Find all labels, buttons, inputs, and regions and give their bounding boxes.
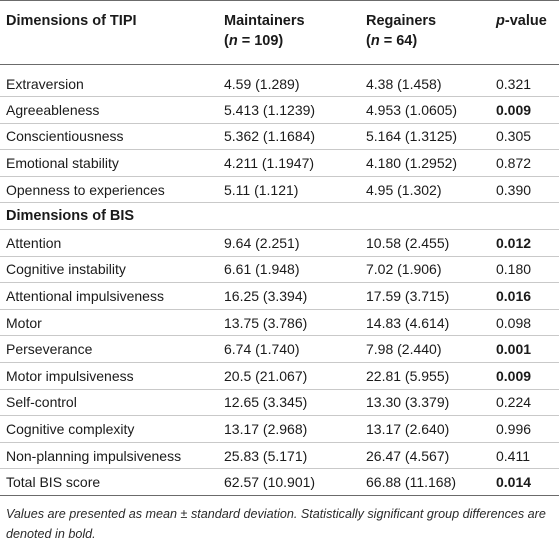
row-label: Attentional impulsiveness bbox=[6, 287, 164, 304]
regainers-value: 4.953 (1.0605) bbox=[366, 101, 458, 118]
row-label: Self-control bbox=[6, 394, 77, 411]
header-regainers-n: (n = 64) bbox=[366, 33, 418, 49]
row-label: Motor bbox=[6, 314, 42, 331]
p-value: 0.016 bbox=[496, 287, 532, 304]
row-label: Perseverance bbox=[6, 341, 93, 358]
regainers-value: 26.47 (4.567) bbox=[366, 447, 450, 464]
header-p-value: p-value bbox=[496, 13, 547, 29]
p-value: 0.012 bbox=[496, 234, 532, 251]
table-row: Non-planning impulsiveness 25.83 (5.171) 2… bbox=[0, 442, 559, 469]
maintainers-value: 13.75 (3.786) bbox=[224, 314, 308, 331]
maintainers-value: 4.211 (1.1947) bbox=[224, 154, 315, 171]
results-table: Dimensions of TIPI Maintainers (n = 109)… bbox=[0, 0, 559, 496]
table-row: Perseverance 6.74 (1.740) 7.98 (2.440) 0.00… bbox=[0, 336, 559, 363]
p-value: 0.009 bbox=[496, 367, 532, 384]
header-regainers: Regainers (n = 64) bbox=[360, 1, 496, 65]
row-label: Cognitive instability bbox=[6, 261, 126, 278]
maintainers-value: 5.413 (1.1239) bbox=[224, 101, 316, 118]
header-maintainers-n: (n = 109) bbox=[224, 33, 284, 49]
p-value: 0.390 bbox=[496, 181, 532, 198]
p-value: 0.996 bbox=[496, 420, 532, 437]
p-value: 0.098 bbox=[496, 314, 532, 331]
regainers-value: 17.59 (3.715) bbox=[366, 287, 450, 304]
row-label: Emotional stability bbox=[6, 154, 119, 171]
table-row: Cognitive complexity 13.17 (2.968) 13.17 (… bbox=[0, 416, 559, 443]
row-label: Extraversion bbox=[6, 75, 84, 92]
header-maintainers: Maintainers (n = 109) bbox=[218, 1, 360, 65]
table-row: Conscientiousness 5.362 (1.1684) 5.164 (1.… bbox=[0, 123, 559, 150]
table-row: Motor 13.75 (3.786) 14.83 (4.614) 0.098 bbox=[0, 309, 559, 336]
row-label: Motor impulsiveness bbox=[6, 367, 134, 384]
maintainers-value: 20.5 (21.067) bbox=[224, 367, 308, 384]
header-dimensions-tipi: Dimensions of TIPI bbox=[6, 13, 137, 29]
p-value: 0.180 bbox=[496, 261, 532, 278]
row-label: Total BIS score bbox=[6, 474, 101, 491]
header-maintainers-label: Maintainers bbox=[224, 13, 305, 29]
table-row: Extraversion 4.59 (1.289) 4.38 (1.458) 0.32… bbox=[0, 65, 559, 97]
table-row: Attentional impulsiveness 16.25 (3.394) 17… bbox=[0, 283, 559, 310]
p-value: 0.305 bbox=[496, 128, 532, 145]
row-label: Cognitive complexity bbox=[6, 420, 135, 437]
header-regainers-label: Regainers bbox=[366, 13, 437, 29]
regainers-value: 10.58 (2.455) bbox=[366, 234, 450, 251]
table-row: Openness to experiences 5.11 (1.121) 4.95 … bbox=[0, 176, 559, 203]
p-value: 0.411 bbox=[496, 447, 530, 464]
regainers-value: 5.164 (1.3125) bbox=[366, 128, 458, 145]
table-row: Agreeableness 5.413 (1.1239) 4.953 (1.0605… bbox=[0, 97, 559, 124]
regainers-value: 13.30 (3.379) bbox=[366, 394, 450, 411]
maintainers-value: 5.362 (1.1684) bbox=[224, 128, 316, 145]
regainers-value: 7.02 (1.906) bbox=[366, 261, 442, 278]
row-label: Agreeableness bbox=[6, 101, 100, 118]
table-row: Cognitive instability 6.61 (1.948) 7.02 (1… bbox=[0, 256, 559, 283]
maintainers-value: 6.74 (1.740) bbox=[224, 341, 300, 358]
p-value: 0.014 bbox=[496, 474, 532, 491]
p-value: 0.321 bbox=[496, 75, 532, 92]
regainers-value: 66.88 (11.168) bbox=[366, 474, 457, 491]
row-label: Attention bbox=[6, 234, 62, 251]
p-value: 0.872 bbox=[496, 154, 532, 171]
row-label: Conscientiousness bbox=[6, 128, 124, 145]
regainers-value: 7.98 (2.440) bbox=[366, 341, 442, 358]
regainers-value: 4.180 (1.2952) bbox=[366, 154, 458, 171]
maintainers-value: 6.61 (1.948) bbox=[224, 261, 300, 278]
bis-section-heading: Dimensions of BIS bbox=[6, 208, 135, 225]
maintainers-value: 4.59 (1.289) bbox=[224, 75, 300, 92]
table-row: Motor impulsiveness 20.5 (21.067) 22.81 (5… bbox=[0, 362, 559, 390]
maintainers-value: 13.17 (2.968) bbox=[224, 420, 308, 437]
regainers-value: 4.38 (1.458) bbox=[366, 75, 442, 92]
maintainers-value: 12.65 (3.345) bbox=[224, 394, 308, 411]
table-row: Emotional stability 4.211 (1.1947) 4.180 (… bbox=[0, 150, 559, 177]
table-row: Attention 9.64 (2.251) 10.58 (2.455) 0.012 bbox=[0, 229, 559, 257]
regainers-value: 14.83 (4.614) bbox=[366, 314, 450, 331]
p-value: 0.224 bbox=[496, 394, 532, 411]
row-label: Openness to experiences bbox=[6, 181, 165, 198]
p-value: 0.001 bbox=[496, 341, 532, 358]
header-row: Dimensions of TIPI Maintainers (n = 109)… bbox=[0, 0, 559, 65]
table-body: Extraversion 4.59 (1.289) 4.38 (1.458) 0.32… bbox=[0, 65, 559, 496]
table-row: Total BIS score 62.57 (10.901) 66.88 (11.1… bbox=[0, 469, 559, 496]
maintainers-value: 9.64 (2.251) bbox=[224, 234, 300, 251]
section-heading-row: Dimensions of BIS bbox=[0, 203, 559, 230]
regainers-value: 4.95 (1.302) bbox=[366, 181, 442, 198]
table-row: Self-control 12.65 (3.345) 13.30 (3.379) 0.… bbox=[0, 389, 559, 416]
maintainers-value: 16.25 (3.394) bbox=[224, 287, 308, 304]
table-footnote: Values are presented as mean ± standard … bbox=[6, 507, 546, 541]
maintainers-value: 62.57 (10.901) bbox=[224, 474, 316, 491]
regainers-value: 13.17 (2.640) bbox=[366, 420, 450, 437]
p-value: 0.009 bbox=[496, 101, 532, 118]
maintainers-value: 25.83 (5.171) bbox=[224, 447, 308, 464]
regainers-value: 22.81 (5.955) bbox=[366, 367, 450, 384]
maintainers-value: 5.11 (1.121) bbox=[224, 181, 299, 198]
row-label: Non-planning impulsiveness bbox=[6, 447, 182, 464]
